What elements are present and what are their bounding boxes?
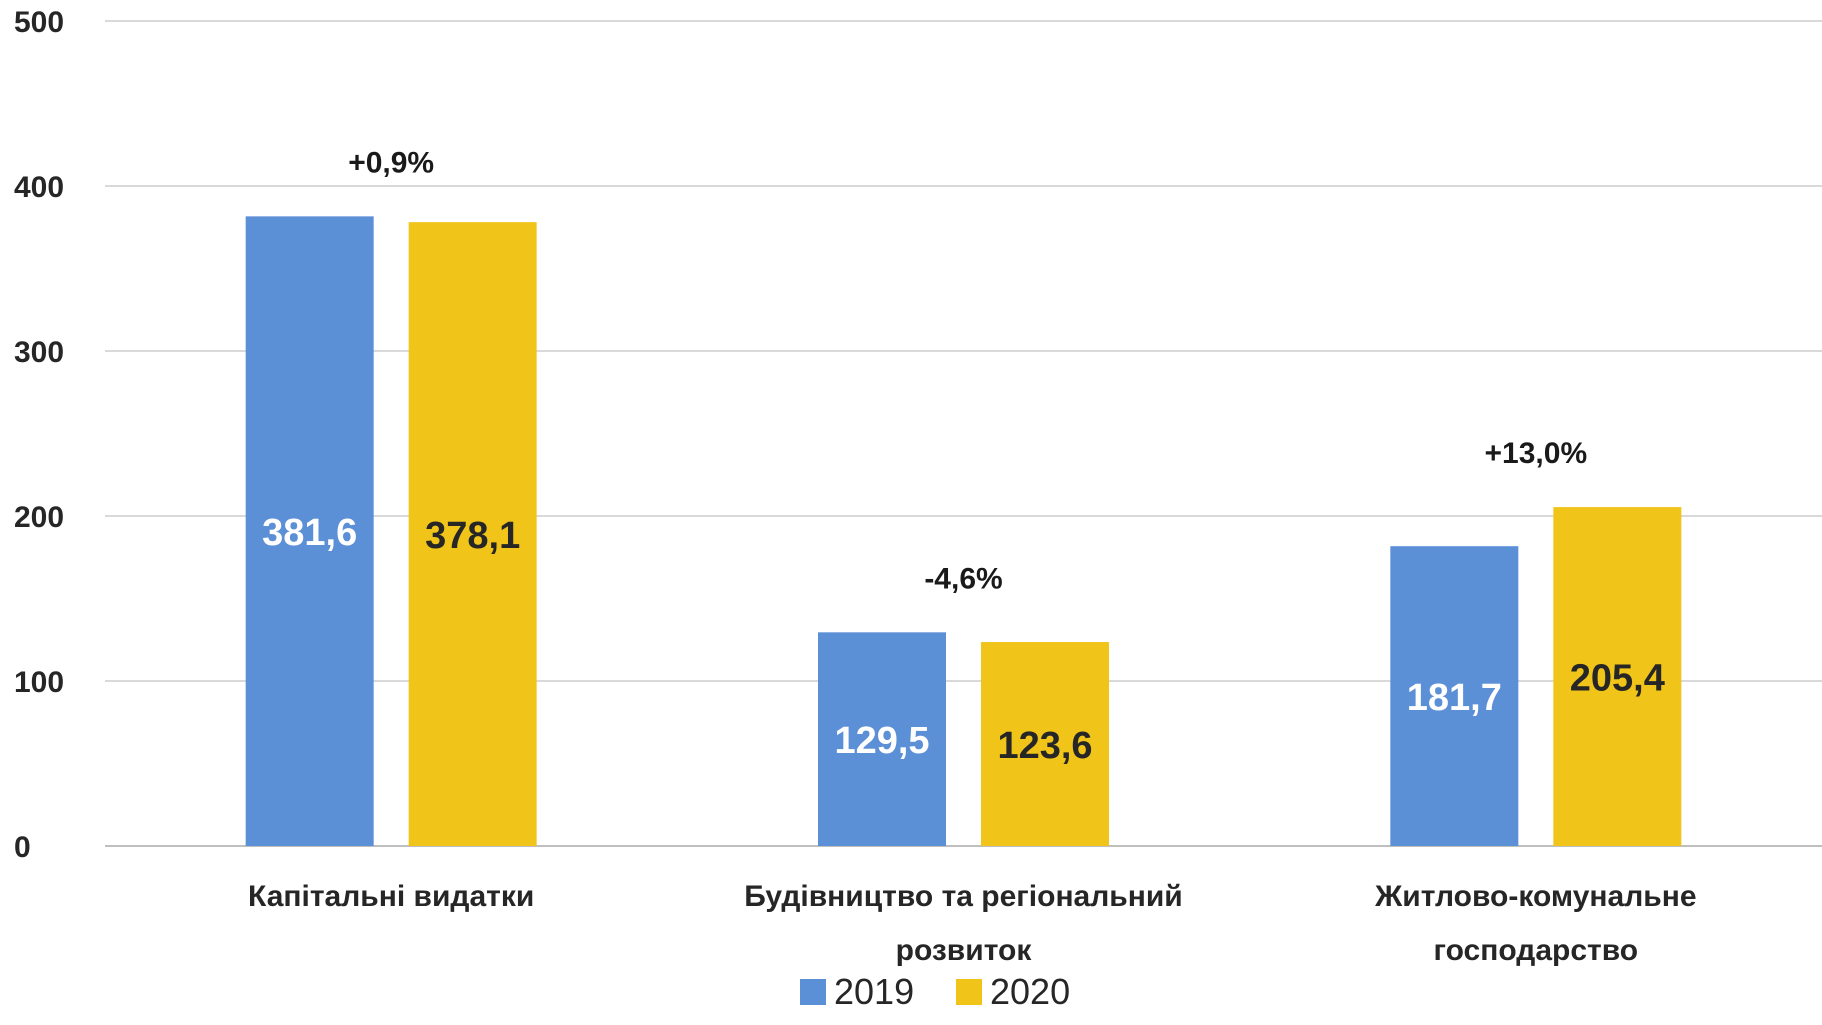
- y-tick-label: 0: [14, 831, 31, 864]
- x-axis-categories: Капітальні видатки Будівництво та регіона…: [248, 880, 1696, 967]
- y-tick-label: 100: [14, 666, 64, 699]
- data-label: 181,7: [1407, 677, 1502, 719]
- category-label: Будівництво та регіональний: [744, 880, 1183, 913]
- data-label: 129,5: [834, 720, 929, 762]
- bars: 381,6 378,1 129,5 123,6 181,7 205,4: [245, 216, 1682, 847]
- y-tick-label: 400: [14, 171, 64, 204]
- data-label: 123,6: [997, 725, 1092, 767]
- y-tick-label: 300: [14, 336, 64, 369]
- legend-swatch-2020: [956, 979, 982, 1005]
- bar-2020: [408, 222, 537, 846]
- gridlines: [105, 20, 1822, 847]
- change-labels: +0,9% -4,6% +13,0%: [348, 146, 1587, 595]
- category-label: Житлово-комунальне: [1374, 880, 1696, 913]
- bar-2020: [981, 642, 1109, 846]
- category-label: Капітальні видатки: [248, 880, 534, 913]
- bar-2020: [1553, 507, 1682, 846]
- y-axis: 0 100 200 300 400 500: [14, 6, 64, 864]
- legend-label: 2020: [990, 971, 1070, 1012]
- change-label: -4,6%: [924, 562, 1002, 595]
- data-label: 378,1: [425, 515, 520, 557]
- category-label: розвиток: [896, 934, 1033, 967]
- data-label: 381,6: [262, 512, 357, 554]
- bar-2019: [245, 216, 374, 847]
- bar-2019: [1390, 546, 1519, 846]
- y-tick-label: 500: [14, 6, 64, 39]
- change-label: +0,9%: [348, 146, 434, 179]
- y-tick-label: 200: [14, 501, 64, 534]
- data-label: 205,4: [1570, 658, 1665, 700]
- category-label: господарство: [1434, 934, 1639, 967]
- change-label: +13,0%: [1485, 437, 1588, 470]
- legend-label: 2019: [834, 971, 914, 1012]
- legend: 2019 2020: [800, 971, 1070, 1012]
- legend-swatch-2019: [800, 979, 826, 1005]
- bar-2019: [818, 632, 946, 846]
